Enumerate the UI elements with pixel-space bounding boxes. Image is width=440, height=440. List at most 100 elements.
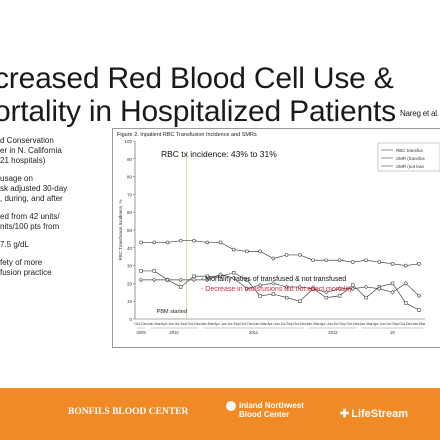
bullet-line: 7.5 g/dL [0, 240, 29, 249]
data-point [284, 253, 289, 257]
data-point [364, 258, 368, 263]
bullet-line: ed from 42 units/ [0, 212, 60, 221]
bullet-line: d Conservation [0, 136, 54, 145]
data-point [390, 290, 395, 295]
slide-title: creased Red Blood Cell Use & ortality in… [0, 62, 440, 130]
data-point [192, 238, 196, 243]
bullet-list: d Conservation er in N. California 21 ho… [0, 136, 95, 286]
plus-icon: ✚ [340, 408, 350, 420]
x-tick-label: Oct-Dec [240, 322, 253, 326]
legend-box [377, 142, 440, 172]
inland-northwest-name: Inland Northwest Blood Center [226, 401, 304, 419]
x-tick-label: Apr-Jun [373, 322, 386, 326]
bullet-line: 21 hospitals) [0, 156, 46, 165]
x-tick-label: Jul-Sep [333, 322, 345, 326]
data-point [139, 269, 143, 273]
figure-title: Figure 2. Inpatient RBC Transfusion Inci… [117, 132, 257, 138]
data-point [390, 262, 395, 266]
x-tick-label: Jul-Sep [228, 322, 240, 326]
x-tick-label: Jul-Sep [386, 322, 398, 326]
data-point [350, 286, 356, 291]
title-line-2: ortality in Hospitalized Patients Nareg e… [0, 95, 440, 130]
data-point [417, 262, 421, 266]
y-tick-label: 100 [124, 139, 132, 144]
data-point [231, 271, 236, 275]
transfusion-annotation: - Decrease in transfusions did not affec… [201, 286, 353, 293]
data-point [165, 277, 170, 283]
data-point [257, 282, 263, 288]
y-tick-label: 50 [127, 228, 133, 233]
data-point [245, 278, 249, 282]
data-point [417, 308, 421, 312]
x-tick-label: Jan-Mar [307, 322, 321, 326]
data-point [218, 272, 223, 277]
series-line [141, 274, 420, 297]
bullet-4: 7.5 g/dL [0, 240, 95, 250]
data-point [139, 240, 143, 245]
x-tick-label: Jan-Mar [148, 322, 162, 326]
data-point [152, 240, 157, 245]
logo-text: Inland Northwest [239, 401, 304, 411]
legend-label: SMR (transfus [396, 156, 426, 161]
x-tick-label: Jan-Mar [412, 322, 426, 326]
data-point [191, 277, 197, 283]
data-point [311, 258, 315, 263]
data-point [192, 274, 196, 278]
y-tick-label: 0 [129, 317, 132, 322]
data-point [138, 277, 144, 283]
bullet-line: , during, and after [0, 194, 63, 203]
y-tick-label: 80 [127, 175, 133, 180]
x-tick-label: Apr-Jun [214, 322, 227, 326]
data-point [218, 240, 223, 245]
data-point [165, 240, 170, 245]
data-point [152, 269, 156, 273]
x-tick-label: Jul-Sep [175, 322, 187, 326]
data-point [204, 277, 210, 283]
sponsor-footer: BONFILS BLOOD CENTER Inland Northwest Blo… [0, 388, 440, 440]
year-label: 2009 [136, 330, 146, 335]
data-point [297, 284, 303, 290]
bullet-line: er in N. California [0, 146, 62, 155]
logo-text: LifeStream [351, 408, 409, 420]
x-tick-label: Apr-Jun [267, 322, 280, 326]
bullet-line: sk adjusted 30-day [0, 184, 68, 193]
x-tick-label: Oct-Dec [293, 322, 306, 326]
data-point [337, 294, 342, 298]
data-point [245, 249, 249, 254]
y-tick-label: 70 [127, 192, 133, 197]
y-tick-label: 10 [127, 299, 133, 304]
inland-northwest-logo: Inland Northwest Blood Center [226, 401, 304, 419]
bullet-line: usage on [0, 174, 33, 183]
pbm-label: PBM started [157, 309, 187, 315]
x-tick-label: Jan-Mar [359, 322, 373, 326]
bullet-line: fusion practice [0, 268, 52, 277]
data-point [231, 247, 236, 252]
legend-label: SMR (not tran [396, 164, 425, 169]
year-label: 2012 [328, 330, 338, 335]
x-tick-label: Oct-Dec [134, 322, 147, 326]
data-point [377, 260, 382, 264]
data-point [324, 290, 329, 295]
data-point [271, 256, 276, 261]
data-point [416, 293, 422, 299]
data-point [178, 277, 183, 283]
bullet-5: fety of more fusion practice [0, 258, 95, 278]
data-point [404, 301, 408, 305]
y-tick-label: 90 [127, 157, 133, 162]
data-point [310, 286, 316, 291]
data-point [337, 258, 342, 263]
bonfils-logo: BONFILS BLOOD CENTER [68, 407, 189, 417]
data-point [403, 263, 408, 268]
data-point [284, 295, 289, 300]
x-tick-label: Jul-Sep [281, 322, 293, 326]
x-tick-label: Apr-Jun [161, 322, 174, 326]
data-point [178, 238, 183, 243]
bullet-line: fety of more [0, 258, 43, 267]
data-point [244, 286, 250, 291]
data-point [258, 294, 262, 298]
x-tick-label: Jan-Mar [201, 322, 215, 326]
series-line [141, 240, 420, 266]
data-point [284, 284, 289, 290]
